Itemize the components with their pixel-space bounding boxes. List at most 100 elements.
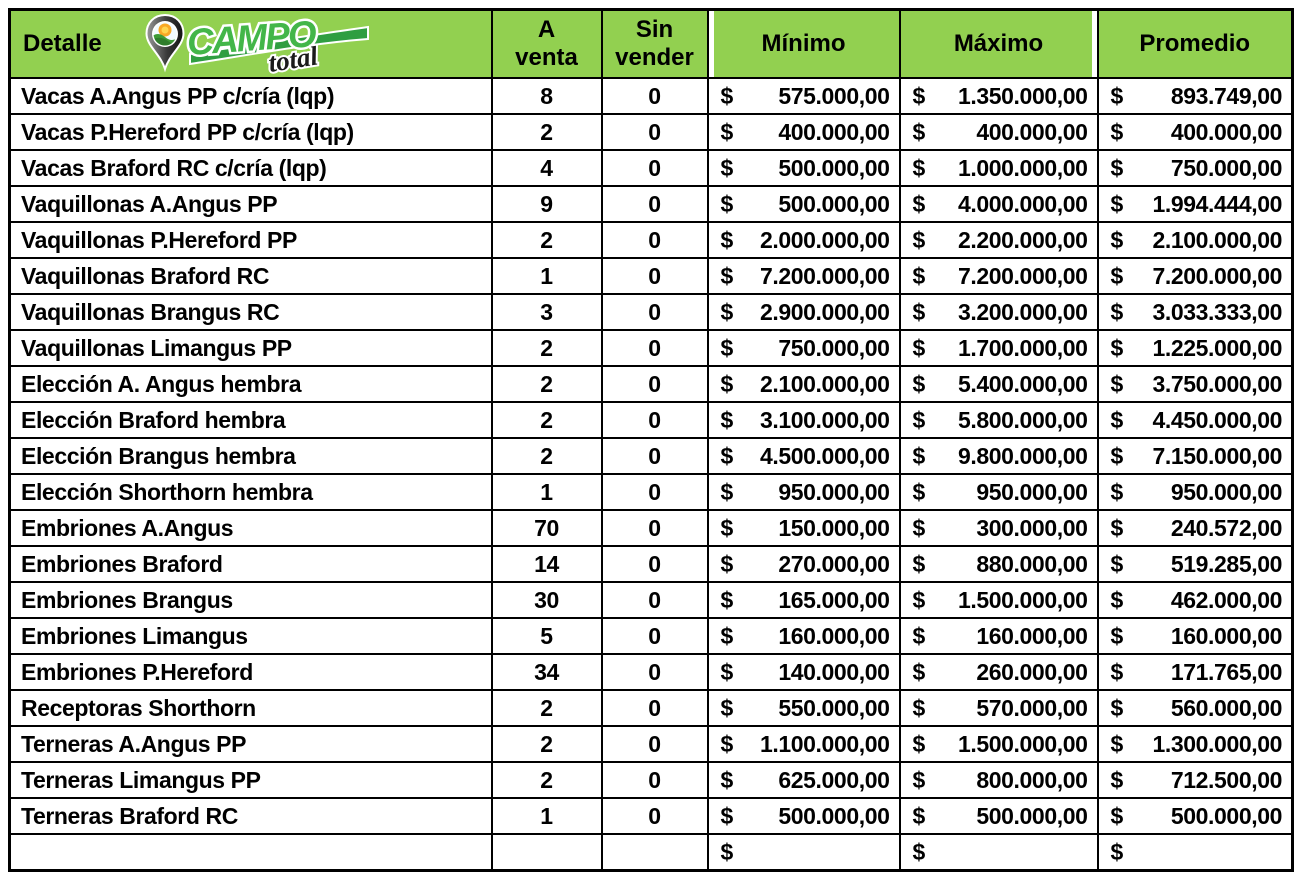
a-venta-cell: 1 (490, 257, 603, 295)
sin-vender-cell: 0 (600, 149, 709, 187)
sin-vender-cell: 0 (600, 761, 709, 799)
promedio-cell: $ 500.000,00 (1096, 797, 1294, 835)
currency-symbol: $ (720, 334, 734, 361)
maximo-amount: 5.800.000,00 (958, 406, 1088, 433)
currency-symbol: $ (1110, 298, 1124, 325)
currency-symbol: $ (720, 838, 734, 865)
maximo-amount: 1.500.000,00 (958, 730, 1088, 757)
currency-symbol: $ (1110, 622, 1124, 649)
campototal-logo: CAMPO total (144, 13, 372, 75)
maximo-amount: 500.000,00 (976, 802, 1088, 829)
currency-symbol: $ (912, 406, 926, 433)
col-header-minimo: Mínimo (706, 8, 901, 79)
a-venta-cell: 2 (490, 401, 603, 439)
col-header-maximo: Máximo (898, 8, 1099, 79)
maximo-amount: 570.000,00 (976, 694, 1088, 721)
sin-vender-cell: 0 (600, 725, 709, 763)
maximo-amount: 880.000,00 (976, 550, 1088, 577)
minimo-cell: $ 550.000,00 (706, 689, 901, 727)
minimo-cell: $ 7.200.000,00 (706, 257, 901, 295)
table-row: Vaquillonas A.Angus PP 9 0 $ 500.000,00 … (8, 185, 1294, 223)
sin-vender-cell: 0 (600, 617, 709, 655)
minimo-amount: 2.000.000,00 (760, 226, 890, 253)
sin-vender-cell: 0 (600, 437, 709, 475)
maximo-amount: 1.700.000,00 (958, 334, 1088, 361)
promedio-amount: 1.994.444,00 (1152, 190, 1283, 217)
promedio-amount: 519.285,00 (1170, 550, 1283, 577)
a-venta-cell: 4 (490, 149, 603, 187)
currency-symbol: $ (912, 334, 926, 361)
minimo-amount: 150.000,00 (778, 514, 890, 541)
currency-symbol: $ (720, 478, 734, 505)
promedio-amount: 400.000,00 (1170, 118, 1283, 145)
currency-symbol: $ (720, 82, 734, 109)
promedio-amount: 240.572,00 (1170, 514, 1283, 541)
minimo-cell: $ 140.000,00 (706, 653, 901, 691)
minimo-amount: 140.000,00 (778, 658, 890, 685)
currency-symbol: $ (1110, 190, 1124, 217)
a-venta-cell: 70 (490, 509, 603, 547)
currency-symbol: $ (1110, 658, 1124, 685)
table-row: $ $ $ (8, 833, 1294, 872)
minimo-amount: 500.000,00 (778, 802, 890, 829)
currency-symbol: $ (1110, 370, 1124, 397)
detalle-label: Detalle (23, 30, 102, 58)
sin-vender-cell: 0 (600, 545, 709, 583)
promedio-cell: $ 950.000,00 (1096, 473, 1294, 511)
maximo-amount: 1.500.000,00 (958, 586, 1088, 613)
promedio-amount: 4.450.000,00 (1152, 406, 1283, 433)
currency-symbol: $ (1110, 478, 1124, 505)
a-venta-cell: 5 (490, 617, 603, 655)
promedio-cell: $ 400.000,00 (1096, 113, 1294, 151)
minimo-amount: 500.000,00 (778, 190, 890, 217)
minimo-amount: 575.000,00 (778, 82, 890, 109)
minimo-amount: 160.000,00 (778, 622, 890, 649)
currency-symbol: $ (912, 298, 926, 325)
currency-symbol: $ (720, 262, 734, 289)
sin-vender-cell: 0 (600, 113, 709, 151)
maximo-cell: $ 500.000,00 (898, 797, 1099, 835)
col-header-promedio: Promedio (1096, 8, 1294, 79)
logo-pin-icon (145, 13, 185, 73)
col-header-a-venta: A venta (490, 8, 603, 79)
minimo-amount: 950.000,00 (778, 478, 890, 505)
detalle-cell: Terneras Limangus PP (8, 761, 493, 799)
a-venta-cell: 2 (490, 221, 603, 259)
table-row: Elección Brangus hembra 2 0 $ 4.500.000,… (8, 437, 1294, 475)
maximo-amount: 300.000,00 (976, 514, 1088, 541)
sin-vender-cell: 0 (600, 257, 709, 295)
currency-symbol: $ (912, 442, 926, 469)
logo-swoosh (188, 25, 369, 66)
promedio-cell: $ 171.765,00 (1096, 653, 1294, 691)
minimo-cell: $ 750.000,00 (706, 329, 901, 367)
sin-vender-cell: 0 (600, 365, 709, 403)
promedio-cell: $ 1.225.000,00 (1096, 329, 1294, 367)
currency-symbol: $ (720, 586, 734, 613)
detalle-cell: Vacas P.Hereford PP c/cría (lqp) (8, 113, 493, 151)
maximo-amount: 9.800.000,00 (958, 442, 1088, 469)
detalle-cell: Vaquillonas Brangus RC (8, 293, 493, 331)
minimo-amount: 4.500.000,00 (760, 442, 890, 469)
sin-vender-cell: 0 (600, 581, 709, 619)
minimo-cell: $ 500.000,00 (706, 149, 901, 187)
minimo-amount: 625.000,00 (778, 766, 890, 793)
maximo-cell: $ 2.200.000,00 (898, 221, 1099, 259)
currency-symbol: $ (912, 226, 926, 253)
table-row: Elección Braford hembra 2 0 $ 3.100.000,… (8, 401, 1294, 439)
maximo-amount: 400.000,00 (976, 118, 1088, 145)
promedio-cell: $ 750.000,00 (1096, 149, 1294, 187)
minimo-cell: $ 150.000,00 (706, 509, 901, 547)
currency-symbol: $ (1110, 118, 1124, 145)
detalle-cell: Vaquillonas A.Angus PP (8, 185, 493, 223)
detalle-cell: Embriones Braford (8, 545, 493, 583)
currency-symbol: $ (912, 658, 926, 685)
currency-symbol: $ (720, 370, 734, 397)
maximo-cell: $ 1.000.000,00 (898, 149, 1099, 187)
currency-symbol: $ (912, 118, 926, 145)
a-venta-cell: 2 (490, 689, 603, 727)
a-venta-cell: 2 (490, 113, 603, 151)
minimo-amount: 550.000,00 (778, 694, 890, 721)
a-venta-cell: 2 (490, 437, 603, 475)
maximo-amount: 1.350.000,00 (958, 82, 1088, 109)
promedio-cell: $ 160.000,00 (1096, 617, 1294, 655)
